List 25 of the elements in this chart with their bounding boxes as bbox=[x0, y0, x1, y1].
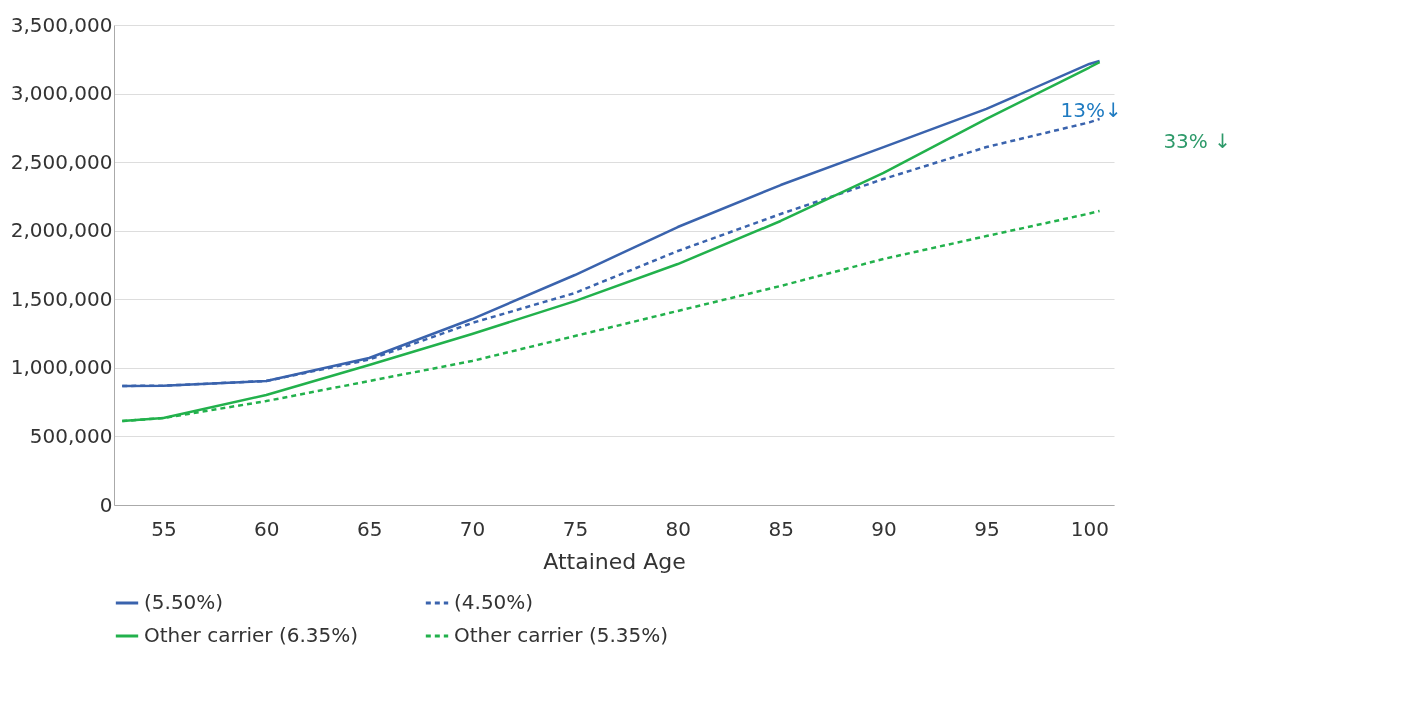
annotation: 13%↓ bbox=[1060, 98, 1122, 123]
y-tick-label: 3,500,000 bbox=[10, 12, 113, 37]
text: 33% ↓ bbox=[1163, 128, 1231, 153]
x-axis-title: Attained Age bbox=[543, 548, 686, 574]
y-tick-label: 1,000,000 bbox=[10, 355, 113, 380]
x-tick-label: 100 bbox=[1070, 516, 1109, 541]
legend-label: (5.50%) bbox=[144, 590, 224, 614]
x-tick-label: 80 bbox=[665, 516, 692, 541]
x-tick-label: 75 bbox=[562, 516, 589, 541]
y-tick-label: 3,000,000 bbox=[10, 81, 113, 106]
x-tick-label: 85 bbox=[768, 516, 794, 541]
legend-label: Other carrier (6.35%) bbox=[144, 623, 359, 647]
legend-label: Other carrier (5.35%) bbox=[454, 623, 669, 647]
y-tick-label: 0 bbox=[99, 492, 113, 517]
x-tick-label: 65 bbox=[356, 516, 383, 541]
x-tick-label: 90 bbox=[871, 516, 897, 541]
y-tick-label: 500,000 bbox=[29, 423, 113, 448]
x-tick-label: 55 bbox=[151, 516, 177, 541]
y-tick-label: 2,000,000 bbox=[10, 218, 113, 243]
y-tick-label: 2,500,000 bbox=[10, 149, 113, 174]
x-tick-label: 70 bbox=[459, 516, 486, 541]
legend-label: (4.50%) bbox=[454, 590, 534, 614]
y-tick-label: 1,500,000 bbox=[10, 286, 113, 311]
x-tick-label: 95 bbox=[974, 516, 1000, 541]
x-tick-label: 60 bbox=[254, 516, 280, 541]
